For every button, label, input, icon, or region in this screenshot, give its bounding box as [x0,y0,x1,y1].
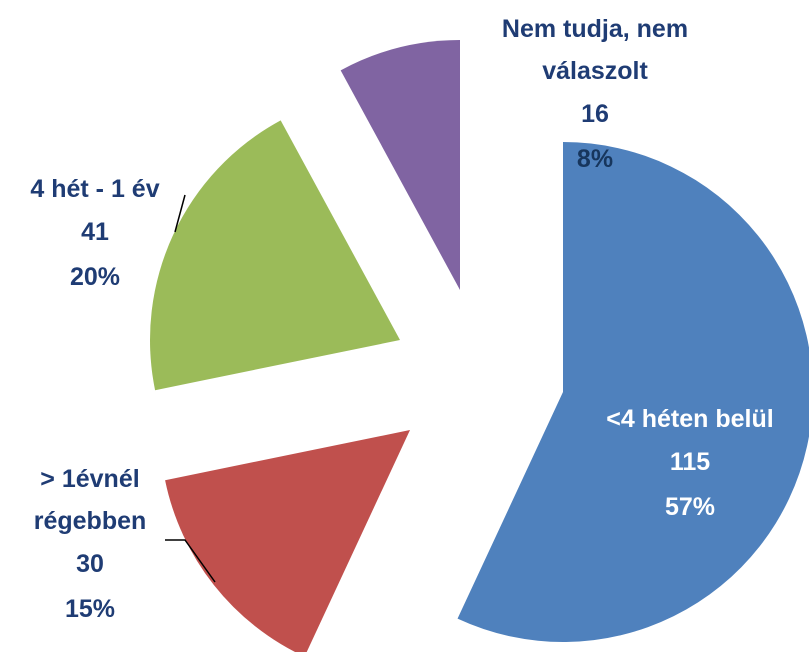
label-value: 30 [76,550,104,578]
label-name: <4 héten belül [606,405,774,433]
data-label: 4 hét - 1 év 41 20% [0,168,195,300]
leader-line [165,539,216,583]
label-name: > 1évnél régebben [33,465,147,535]
data-label: <4 héten belül 115 57% [570,398,809,530]
pie-slice [457,142,809,642]
label-percent: 8% [576,145,614,173]
label-percent: 20% [69,263,121,291]
label-percent: 57% [664,493,716,521]
label-percent: 15% [64,595,116,623]
label-value: 115 [669,448,711,476]
pie-slice [340,40,460,290]
pie-slice [149,120,400,391]
label-name: 4 hét - 1 év [30,175,160,203]
leader-line [174,194,186,233]
data-label: > 1évnél régebben 30 15% [5,458,175,632]
label-name: Nem tudja, nem válaszolt [501,15,689,85]
pie-slice [165,430,410,652]
data-label: Nem tudja, nem válaszolt 16 8% [455,8,735,182]
label-value: 16 [581,100,609,128]
label-value: 41 [81,218,109,246]
